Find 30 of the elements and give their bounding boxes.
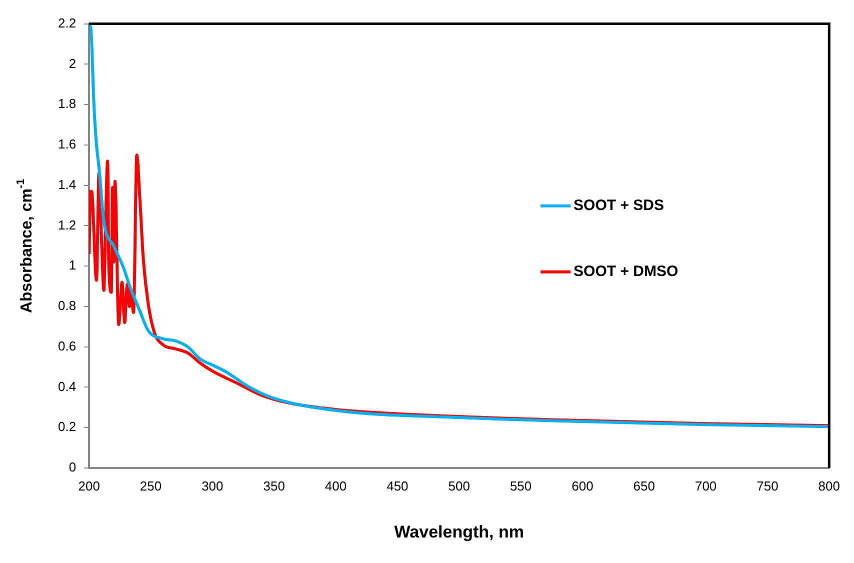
y-tick-label: 1.8 [58, 96, 76, 112]
legend-label: SOOT + SDS [574, 197, 664, 214]
x-tick-label: 650 [633, 478, 655, 494]
y-tick-label: 0 [68, 460, 76, 475]
x-axis-title: Wavelength, nm [394, 522, 524, 542]
x-tick-label: 450 [386, 478, 408, 494]
x-tick-label: 700 [694, 478, 717, 494]
y-tick-label: 1.4 [58, 176, 76, 192]
y-tick-label: 1 [68, 258, 76, 273]
y-tick-label: 0.6 [58, 338, 76, 354]
x-tick-label: 800 [818, 478, 840, 494]
x-tick-label: 350 [263, 478, 285, 494]
y-tick-label: 2 [68, 56, 76, 71]
x-tick-label: 250 [140, 478, 162, 494]
y-tick-label: 2.2 [58, 15, 76, 30]
x-tick-label: 500 [448, 478, 470, 494]
y-tick-label: 1.2 [58, 217, 76, 232]
y-tick-label: 0.4 [58, 378, 76, 394]
x-tick-label: 600 [572, 478, 594, 494]
x-tick-label: 750 [756, 478, 778, 494]
x-tick-label: 400 [324, 478, 347, 494]
line-series [89, 24, 830, 428]
legend-label: SOOT + DMSO [574, 263, 678, 280]
x-tick-label: 550 [510, 478, 532, 494]
y-axis-title: Absorbance, cm-1 [15, 178, 36, 314]
y-tick-label: 0.2 [58, 419, 76, 434]
y-tick-label: 0.8 [58, 298, 76, 314]
y-tick-label: 1.6 [58, 136, 76, 152]
x-tick-label: 300 [202, 478, 224, 494]
x-tick-label: 200 [78, 478, 100, 494]
